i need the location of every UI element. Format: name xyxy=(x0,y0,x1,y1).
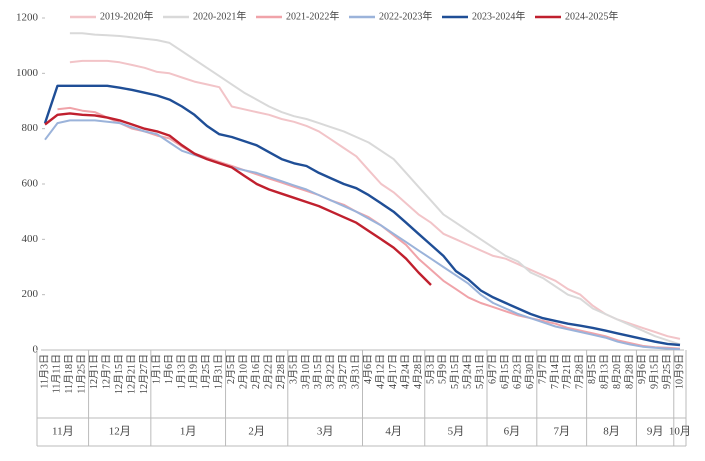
group-label: 10月 xyxy=(669,426,691,438)
x-tick-label: 6月30日 xyxy=(524,354,536,389)
y-tick-label: 1000 xyxy=(16,67,39,79)
legend-label: 2024-2025年 xyxy=(565,9,618,22)
x-tick-label: 2月22日 xyxy=(262,354,274,389)
x-tick-label: 2月10日 xyxy=(238,354,250,389)
series-line xyxy=(57,106,681,350)
group-label: 5月 xyxy=(448,426,465,438)
x-tick-label: 1月19日 xyxy=(188,354,200,389)
x-tick-label: 1月25日 xyxy=(200,354,212,389)
x-tick-label: 12月27日 xyxy=(138,354,150,394)
x-tick-label: 1月31日 xyxy=(213,354,225,389)
x-tick-label: 7月21日 xyxy=(561,354,573,389)
y-tick-label: 400 xyxy=(22,233,39,245)
x-tick-label: 2月28日 xyxy=(275,354,287,389)
x-tick-label: 4月6日 xyxy=(362,354,374,384)
y-tick-label: 0 xyxy=(33,344,39,356)
x-tick-label: 11月18日 xyxy=(63,354,75,394)
x-tick-label: 9月15日 xyxy=(648,354,660,389)
x-tick-label: 8月5日 xyxy=(586,354,598,384)
x-tick-label: 4月17日 xyxy=(387,354,399,389)
x-tick-label: 3月5日 xyxy=(287,354,299,384)
x-tick-label: 12月1日 xyxy=(88,354,100,389)
x-tick-label: 12月7日 xyxy=(101,354,113,389)
series-line xyxy=(43,84,681,347)
x-tick-label: 6月15日 xyxy=(499,354,511,389)
y-tick-label: 600 xyxy=(22,178,39,190)
group-label: 3月 xyxy=(317,426,334,438)
x-tick-label: 11月25日 xyxy=(76,354,88,394)
group-label: 6月 xyxy=(504,426,521,438)
x-tick-label: 10月9日 xyxy=(673,354,685,389)
x-tick-label: 2月16日 xyxy=(250,354,262,389)
x-tick-label: 11月3日 xyxy=(38,354,50,389)
x-tick-label: 7月14日 xyxy=(549,354,561,389)
x-tick-label: 6月23日 xyxy=(511,354,523,389)
group-label: 9月 xyxy=(647,426,664,438)
x-tick-label: 12月15日 xyxy=(113,354,125,394)
group-label: 7月 xyxy=(553,426,570,438)
group-label: 4月 xyxy=(385,426,402,438)
series-line xyxy=(44,119,681,351)
x-tick-label: 5月31日 xyxy=(474,354,486,389)
x-tick-label: 5月15日 xyxy=(449,354,461,389)
x-tick-label: 1月1日 xyxy=(150,354,162,384)
y-tick-label: 800 xyxy=(22,122,39,134)
x-tick-label: 3月10日 xyxy=(300,354,312,389)
x-tick-label: 5月3日 xyxy=(424,354,436,384)
legend-label: 2021-2022年 xyxy=(286,9,339,22)
x-tick-label: 6月7日 xyxy=(487,354,499,384)
group-label: 11月 xyxy=(52,426,74,438)
x-tick-label: 12月21日 xyxy=(125,354,137,394)
x-tick-label: 9月6日 xyxy=(636,354,648,384)
legend-label: 2022-2023年 xyxy=(379,9,432,22)
x-tick-label: 2月5日 xyxy=(225,354,237,384)
x-tick-label: 3月22日 xyxy=(325,354,337,389)
x-tick-label: 5月24日 xyxy=(462,354,474,389)
group-label: 12月 xyxy=(109,426,131,438)
x-tick-label: 3月27日 xyxy=(337,354,349,389)
group-label: 2月 xyxy=(248,426,265,438)
x-tick-label: 8月13日 xyxy=(599,354,611,389)
series-line xyxy=(69,32,681,346)
x-tick-label: 3月31日 xyxy=(350,354,362,389)
x-tick-label: 1月6日 xyxy=(163,354,175,384)
x-tick-label: 1月13日 xyxy=(175,354,187,389)
x-tick-label: 11月11日 xyxy=(51,354,63,393)
group-label: 1月 xyxy=(180,426,197,438)
x-tick-label: 4月12日 xyxy=(374,354,386,389)
x-tick-label: 7月7日 xyxy=(536,354,548,384)
group-label: 8月 xyxy=(603,426,620,438)
series-line xyxy=(69,59,681,340)
legend-label: 2023-2024年 xyxy=(472,9,525,22)
y-tick-label: 200 xyxy=(22,288,39,300)
series-line xyxy=(44,112,432,286)
x-tick-label: 8月28日 xyxy=(623,354,635,389)
legend-label: 2020-2021年 xyxy=(193,9,246,22)
x-tick-label: 9月25日 xyxy=(661,354,673,389)
x-tick-label: 8月20日 xyxy=(611,354,623,389)
x-tick-label: 5月9日 xyxy=(437,354,449,384)
x-tick-label: 4月24日 xyxy=(399,354,411,389)
legend: 2019-2020年 2020-2021年 2021-2022年 2022-2023年… xyxy=(70,9,618,22)
x-tick-label: 4月28日 xyxy=(412,354,424,389)
x-tick-label: 3月15日 xyxy=(312,354,324,389)
y-tick-label: 1200 xyxy=(16,12,39,24)
x-tick-label: 7月28日 xyxy=(574,354,586,389)
legend-label: 2019-2020年 xyxy=(100,9,153,22)
